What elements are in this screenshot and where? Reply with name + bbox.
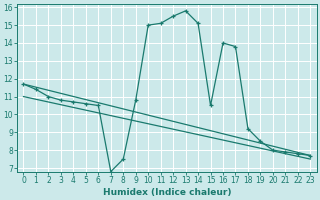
X-axis label: Humidex (Indice chaleur): Humidex (Indice chaleur) [103,188,231,197]
